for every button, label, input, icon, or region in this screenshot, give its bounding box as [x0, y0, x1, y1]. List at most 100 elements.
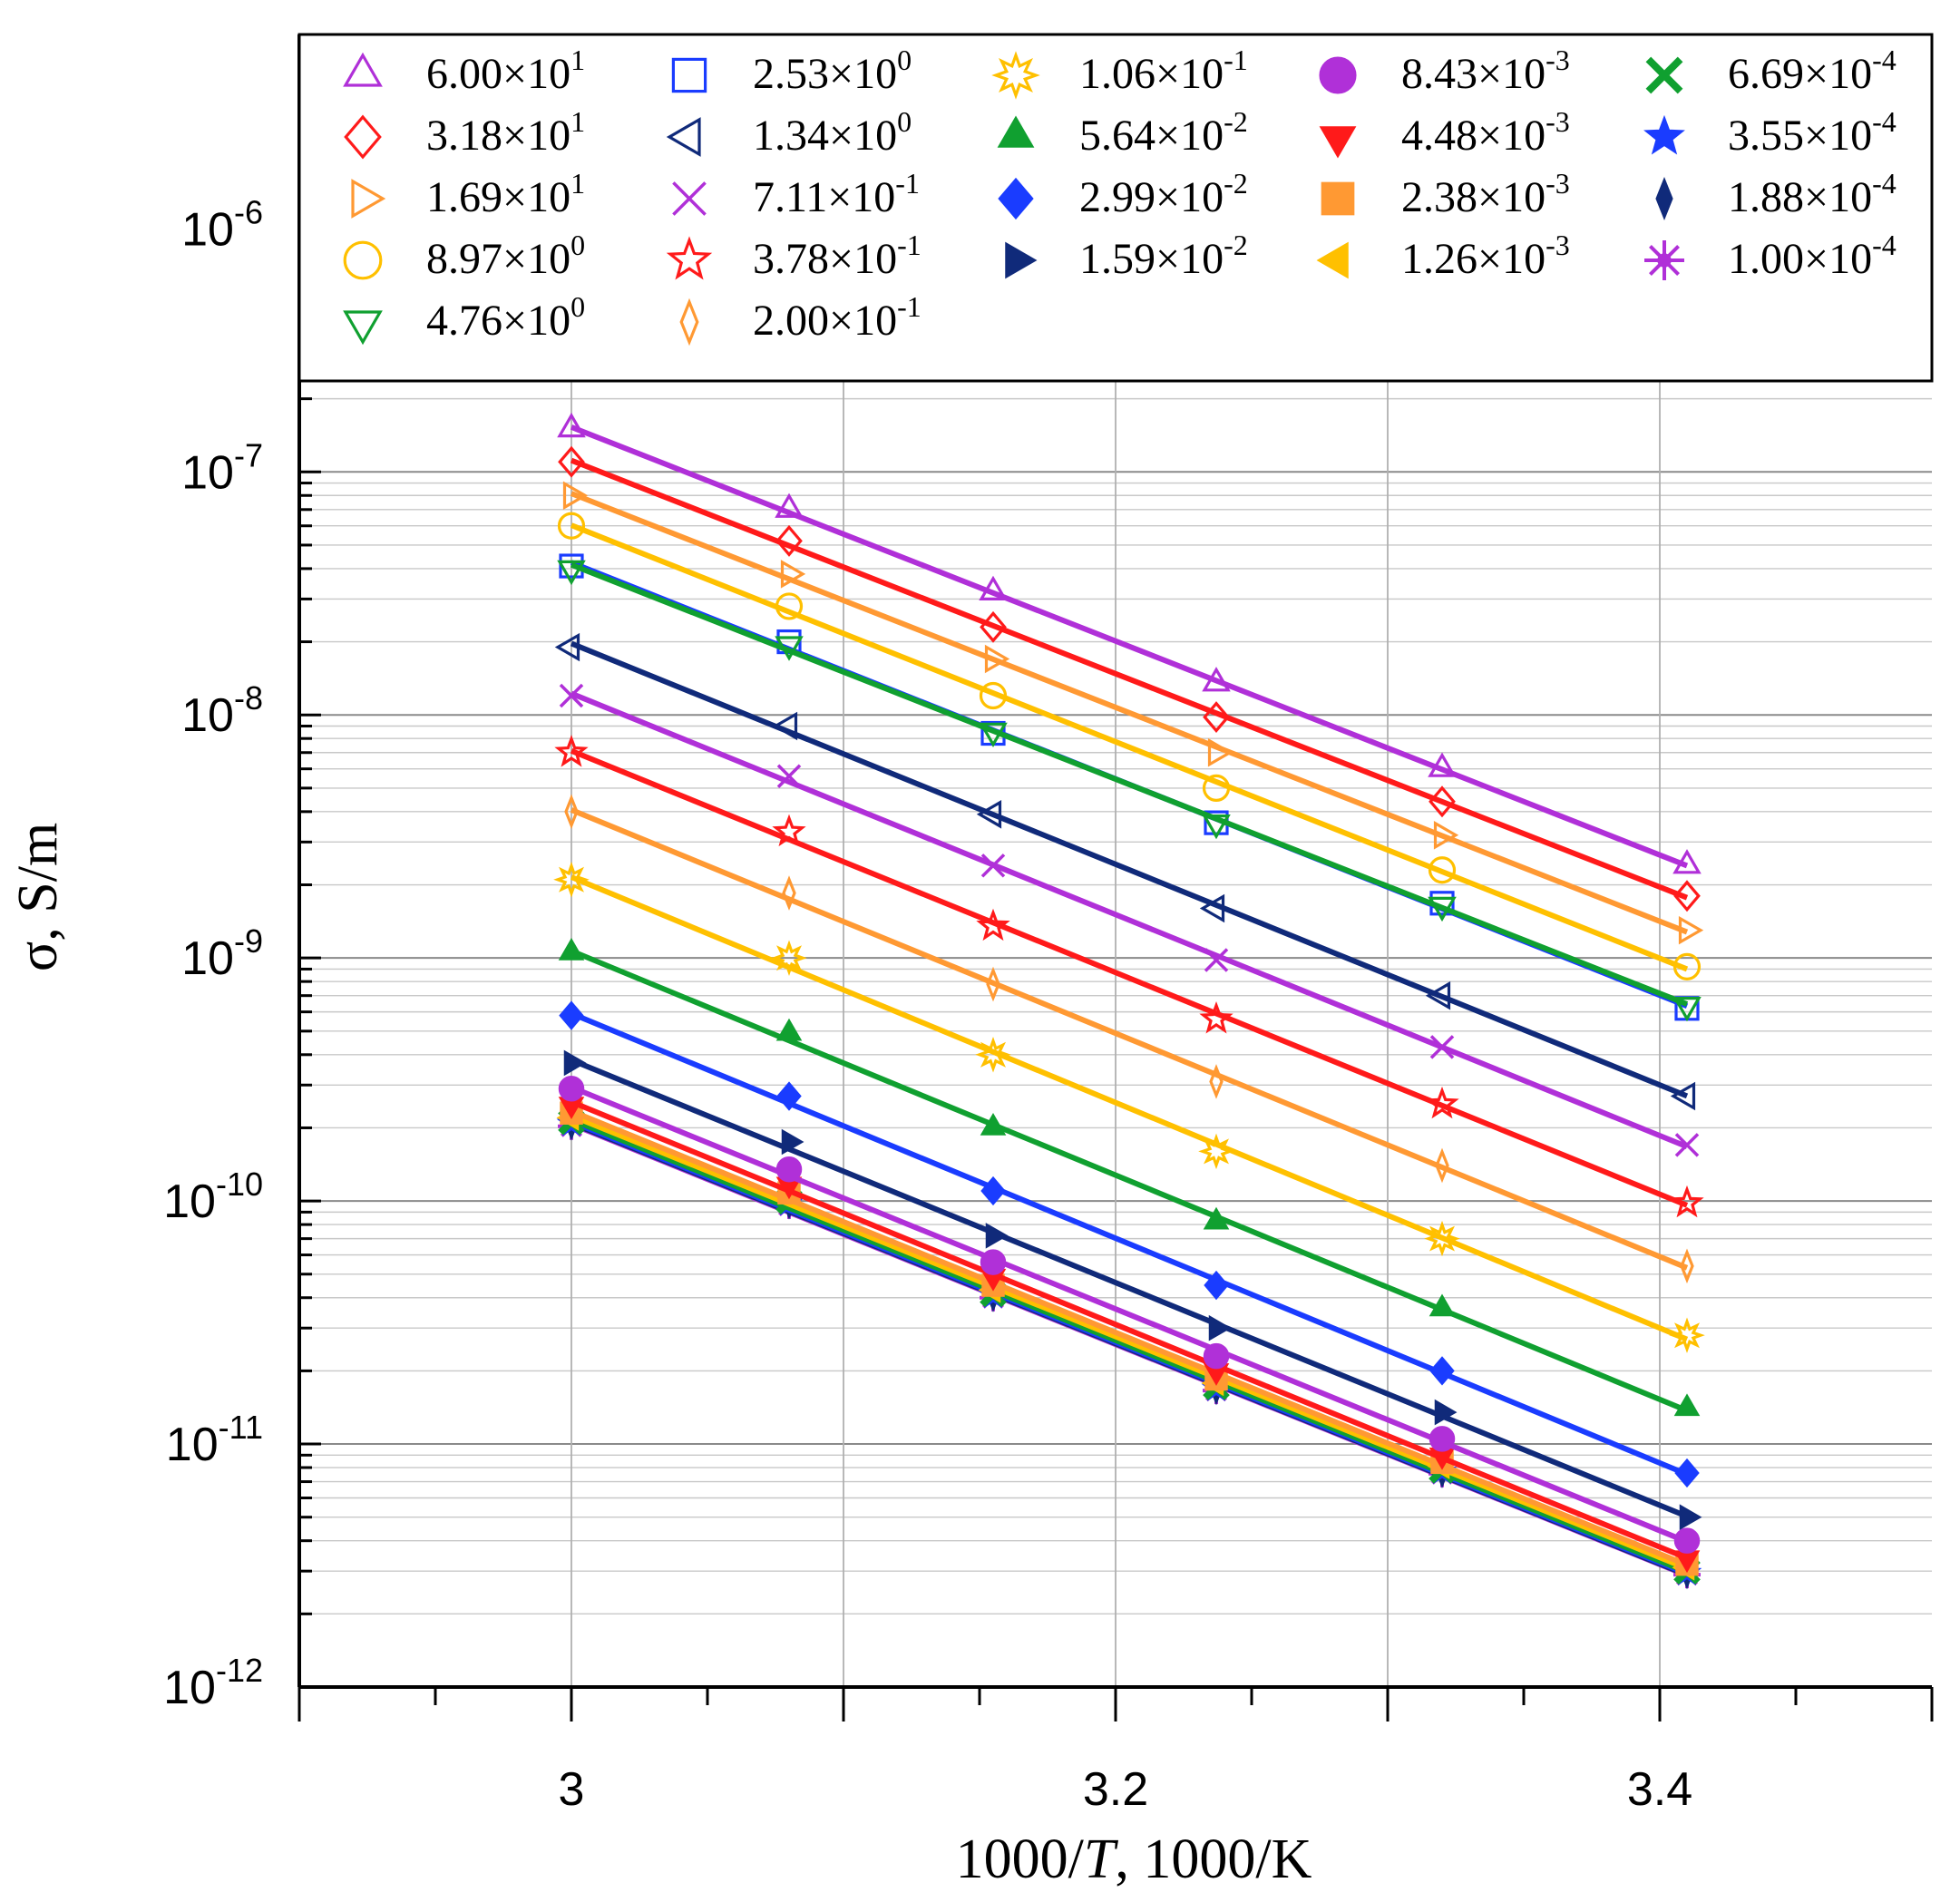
legend-label: 1.88×10-4 — [1728, 167, 1897, 221]
legend-label: 1.26×10-3 — [1401, 229, 1570, 283]
data-point — [1425, 980, 1451, 1010]
series-7 — [559, 683, 1700, 1157]
series-10 — [553, 862, 1705, 1353]
data-point — [1428, 752, 1457, 777]
data-point — [776, 1081, 802, 1111]
data-point — [557, 512, 586, 540]
legend-marker — [1644, 240, 1684, 280]
series-layer — [553, 412, 1705, 1590]
legend-marker — [351, 179, 386, 219]
legend-item: 4.48×10-3 — [1319, 105, 1570, 160]
data-point — [1198, 1133, 1234, 1170]
data-point — [1203, 1206, 1230, 1230]
legend-item: 1.06×10-1 — [991, 44, 1248, 100]
series-13 — [563, 1049, 1702, 1530]
data-point — [782, 875, 796, 911]
fit-line — [570, 491, 1689, 935]
legend-item: 1.59×10-2 — [1005, 229, 1248, 283]
legend-marker — [343, 310, 383, 346]
data-point — [1678, 915, 1704, 945]
data-point — [780, 560, 806, 589]
data-point — [1429, 1356, 1455, 1386]
data-point — [1202, 814, 1231, 840]
legend-label: 8.97×100 — [426, 229, 585, 283]
legend-item: 3.55×10-4 — [1643, 105, 1897, 160]
y-tick-label: 10-10 — [163, 1166, 263, 1228]
data-point — [976, 800, 1002, 829]
legend-label: 7.11×10-1 — [753, 167, 920, 221]
data-point — [559, 683, 584, 708]
x-tick-label: 3 — [559, 1763, 585, 1816]
legend-marker — [1316, 241, 1349, 279]
data-point — [775, 592, 804, 620]
data-point — [980, 1249, 1007, 1275]
data-point — [976, 908, 1010, 941]
data-point — [1428, 896, 1457, 922]
data-point — [557, 412, 586, 438]
data-point — [771, 940, 807, 976]
fit-line — [570, 424, 1689, 869]
legend-label: 2.53×100 — [753, 44, 912, 98]
fit-line — [570, 1010, 1689, 1478]
legend-item: 3.78×10-1 — [666, 229, 921, 283]
data-point — [1208, 1314, 1232, 1341]
legend-label: 2.38×10-3 — [1401, 167, 1570, 221]
fit-line — [570, 948, 1689, 1414]
legend-label: 3.78×10-1 — [753, 229, 921, 283]
series-15 — [558, 1097, 1701, 1574]
data-point — [564, 794, 579, 830]
data-point — [1674, 1458, 1700, 1488]
data-point — [1672, 952, 1702, 980]
legend-item: 1.69×101 — [351, 167, 585, 221]
data-point — [1204, 1270, 1229, 1301]
legend-marker — [997, 115, 1035, 148]
legend-label: 5.64×10-2 — [1079, 105, 1248, 160]
legend-marker — [1321, 181, 1355, 216]
data-point — [775, 493, 804, 518]
fit-line — [570, 1057, 1689, 1519]
data-point — [772, 711, 798, 741]
series-2 — [562, 481, 1704, 945]
fit-line — [570, 874, 1689, 1342]
data-point — [984, 644, 1010, 674]
legend-marker — [1319, 126, 1357, 159]
legend-label: 4.76×100 — [426, 290, 585, 345]
fit-line — [570, 640, 1689, 1099]
fit-line — [570, 1084, 1689, 1545]
legend-marker — [1643, 114, 1685, 155]
legend-label: 3.18×101 — [426, 105, 585, 160]
y-tick-label: 10-12 — [163, 1652, 263, 1714]
legend-item: 1.26×10-3 — [1316, 229, 1570, 283]
fit-line — [570, 748, 1689, 1208]
legend-label: 1.00×10-4 — [1728, 229, 1897, 283]
data-point — [980, 610, 1007, 643]
data-point — [1670, 1081, 1696, 1111]
data-point — [554, 632, 580, 662]
data-point — [979, 722, 1008, 747]
legend-marker — [343, 52, 383, 87]
data-point — [775, 1018, 803, 1041]
fit-line — [570, 1117, 1689, 1575]
fit-line — [570, 690, 1689, 1150]
legend-marker — [666, 117, 701, 157]
series-0 — [557, 412, 1702, 874]
fit-line — [570, 457, 1689, 901]
data-point — [1199, 893, 1225, 923]
data-point — [1669, 1317, 1705, 1353]
legend-item: 1.34×100 — [666, 105, 912, 160]
data-point — [1433, 821, 1459, 850]
legend-marker — [991, 51, 1040, 100]
data-point — [1674, 1133, 1700, 1157]
data-point — [1673, 880, 1701, 912]
x-tick-label: 3.2 — [1083, 1763, 1148, 1816]
fit-line — [570, 1099, 1689, 1561]
data-point — [980, 853, 1006, 878]
legend: 6.00×101 3.18×101 1.69×101 8.97×100 4.76×100… — [297, 33, 1934, 383]
series-1 — [558, 445, 1701, 912]
legend-label: 6.00×101 — [426, 44, 585, 98]
legend-item: 8.97×100 — [343, 229, 585, 283]
series-9 — [564, 794, 1694, 1284]
data-point — [1672, 849, 1702, 874]
legend-item: 6.69×10-4 — [1645, 44, 1897, 98]
